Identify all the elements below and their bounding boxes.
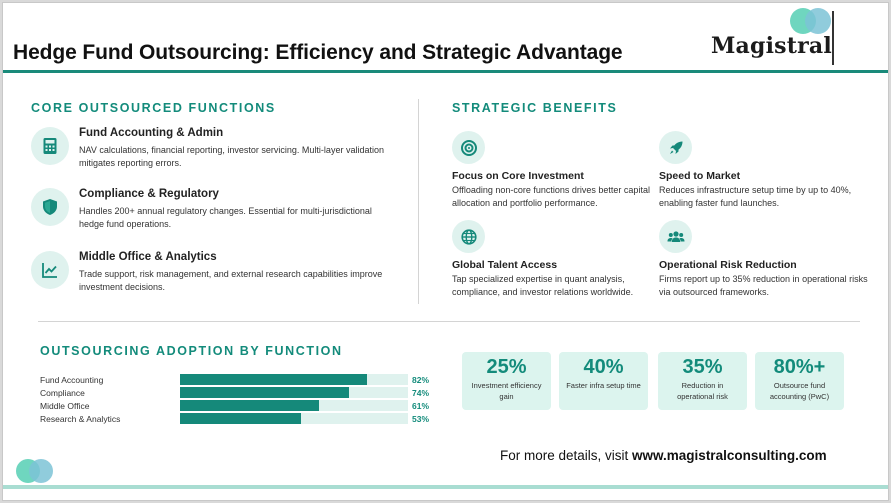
target-icon [452,131,485,164]
logo-divider [832,11,834,65]
function-title: Middle Office & Analytics [79,251,217,263]
stat-value: 40% [583,356,624,378]
footer-prefix: For more details, visit [500,448,633,463]
stat-card: 40% Faster infra setup time [559,352,648,410]
logo-text: Magistral [711,33,832,59]
benefit-title: Focus on Core Investment [452,170,584,182]
line-chart-icon [31,251,69,289]
footer-link[interactable]: www.magistralconsulting.com [632,448,827,463]
bar-row: Research & Analytics 53% [40,413,440,425]
horizontal-divider [38,321,860,322]
calculator-icon [31,127,69,165]
bar-value: 53% [412,414,430,424]
footer-logo-mark [16,459,56,485]
function-desc: Handles 200+ annual regulatory changes. … [79,206,372,229]
bar-value: 74% [412,388,430,398]
benefit-item: Operational Risk Reduction Firms report … [659,220,869,299]
footer-text: For more details, visit www.magistralcon… [500,448,827,463]
bar-track [180,374,408,385]
bar-fill [180,374,367,385]
bar-value: 61% [412,401,430,411]
logo-mark [790,8,834,34]
bar-label: Compliance [40,388,85,398]
function-item: Compliance & Regulatory Handles 200+ ann… [31,188,391,232]
bar-value: 82% [412,375,430,385]
function-desc: NAV calculations, financial reporting, i… [79,145,384,168]
bar-track [180,387,408,398]
stat-label: Reduction in operational risk [677,381,728,401]
benefit-item: Speed to Market Reduces infrastructure s… [659,131,869,210]
benefits-heading: STRATEGIC BENEFITS [452,101,618,115]
shield-icon [31,188,69,226]
stat-card: 25% Investment efficiency gain [462,352,551,410]
benefit-desc: Tap specialized expertise in quant analy… [452,274,634,297]
adoption-heading: OUTSOURCING ADOPTION BY FUNCTION [40,344,343,358]
bar-row: Middle Office 61% [40,400,440,412]
benefit-title: Global Talent Access [452,259,558,271]
stat-value: 35% [682,356,723,378]
function-title: Fund Accounting & Admin [79,127,224,139]
page-title: Hedge Fund Outsourcing: Efficiency and S… [13,41,623,64]
function-desc: Trade support, risk management, and exte… [79,269,383,292]
stat-label: Outsource fund accounting (PwC) [769,381,830,401]
bar-label: Fund Accounting [40,375,104,385]
benefit-title: Operational Risk Reduction [659,259,797,271]
rocket-icon [659,131,692,164]
benefit-desc: Offloading non-core functions drives bet… [452,185,650,208]
bar-track [180,413,408,424]
bar-track [180,400,408,411]
bar-label: Research & Analytics [40,414,121,424]
bar-fill [180,387,349,398]
functions-heading: CORE OUTSOURCED FUNCTIONS [31,101,276,115]
stat-value: 25% [486,356,527,378]
bar-fill [180,413,301,424]
users-icon [659,220,692,253]
stat-card: 35% Reduction in operational risk [658,352,747,410]
function-title: Compliance & Regulatory [79,188,219,200]
benefit-item: Focus on Core Investment Offloading non-… [452,131,662,210]
vertical-divider [418,99,419,304]
globe-icon [452,220,485,253]
bar-row: Fund Accounting 82% [40,374,440,386]
title-rule [3,70,888,73]
bar-row: Compliance 74% [40,387,440,399]
function-item: Fund Accounting & Admin NAV calculations… [31,127,391,171]
benefit-item: Global Talent Access Tap specialized exp… [452,220,662,299]
bar-label: Middle Office [40,401,90,411]
function-item: Middle Office & Analytics Trade support,… [31,251,391,295]
bottom-rule [3,485,888,489]
stat-label: Investment efficiency gain [471,381,542,401]
stat-card: 80%+ Outsource fund accounting (PwC) [755,352,844,410]
benefit-desc: Firms report up to 35% reduction in oper… [659,274,868,297]
benefit-title: Speed to Market [659,170,741,182]
bar-fill [180,400,320,411]
stat-value: 80%+ [773,356,826,378]
benefit-desc: Reduces infrastructure setup time by up … [659,185,852,208]
stat-label: Faster infra setup time [566,381,641,390]
